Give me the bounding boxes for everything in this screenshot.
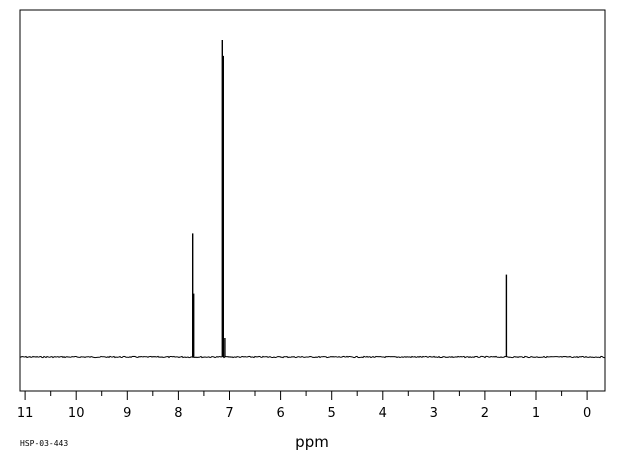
x-axis-ticks — [24, 391, 588, 400]
x-tick-label-11: 11 — [17, 406, 34, 421]
x-tick-label-4: 4 — [379, 406, 387, 421]
sample-id-label: HSP-03-443 — [20, 439, 68, 448]
peak-markers — [191, 40, 508, 357]
spectrum-trace — [19, 355, 605, 359]
x-tick-label-6: 6 — [276, 406, 284, 421]
x-tick-label-0: 0 — [583, 406, 591, 421]
x-tick-label-7: 7 — [225, 406, 233, 421]
x-tick-label-10: 10 — [68, 406, 85, 421]
x-tick-label-3: 3 — [430, 406, 438, 421]
x-tick-label-2: 2 — [481, 406, 489, 421]
x-tick-label-8: 8 — [174, 406, 182, 421]
x-axis-tick-labels: 11 10 9 8 7 6 5 4 3 2 1 0 — [17, 406, 591, 421]
x-tick-label-5: 5 — [328, 406, 336, 421]
x-tick-label-9: 9 — [123, 406, 131, 421]
x-tick-label-1: 1 — [532, 406, 540, 421]
plot-frame — [19, 9, 606, 392]
x-axis-title: ppm — [295, 433, 329, 451]
